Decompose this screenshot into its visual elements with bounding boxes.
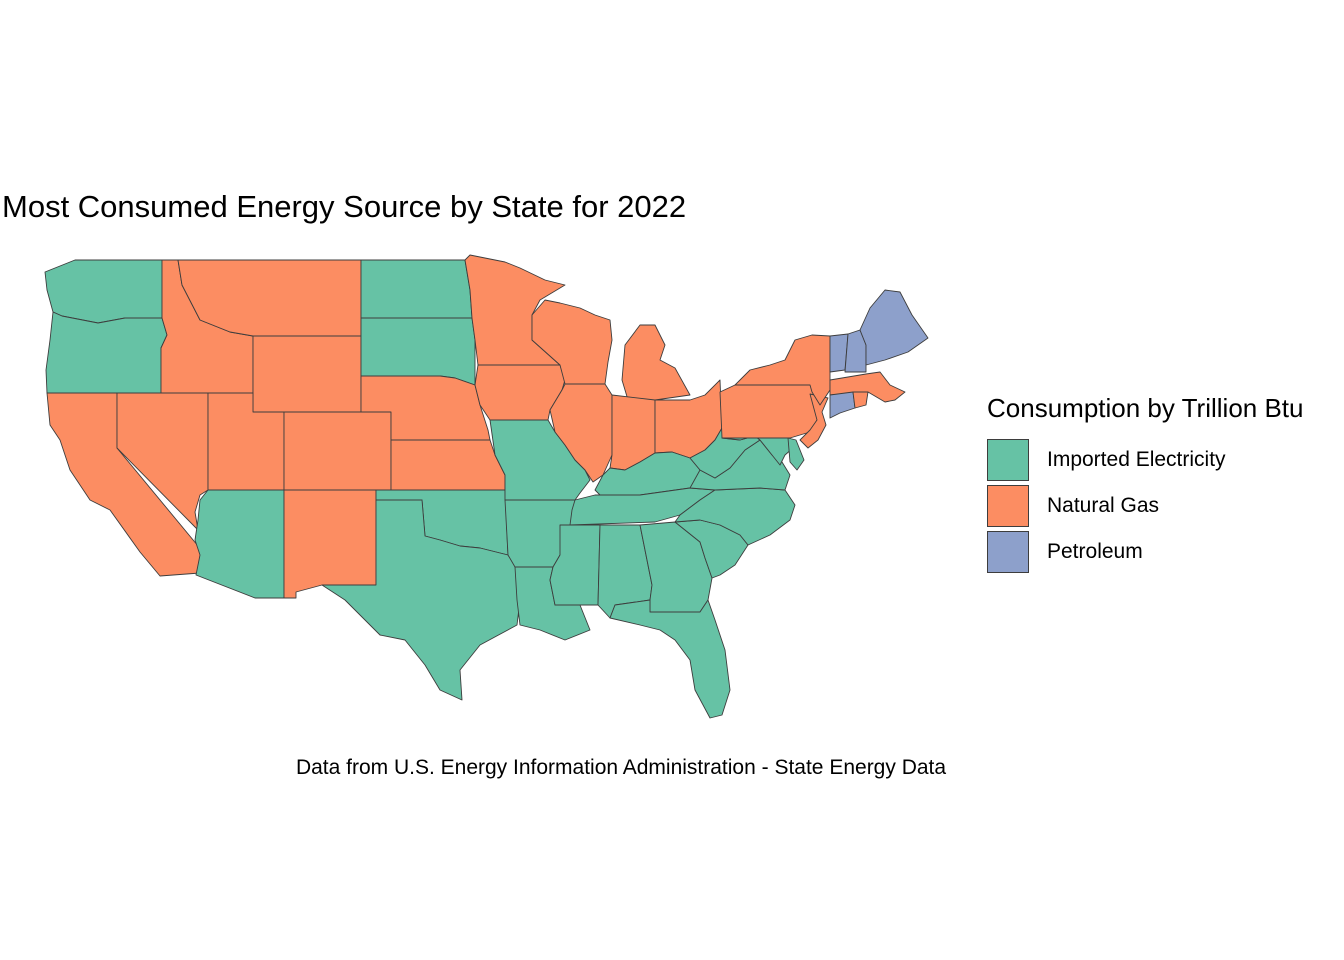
legend-title: Consumption by Trillion Btu [987,393,1304,423]
state-me [859,289,929,366]
state-nm [283,489,377,599]
state-or [45,311,168,394]
legend-label-petroleum: Petroleum [1047,540,1143,563]
legend-swatch-imported-electricity [987,439,1029,481]
state-ri [852,391,869,409]
state-ct [829,391,856,419]
state-wa [44,259,163,324]
state-pa [719,384,819,439]
state-fl [609,599,731,719]
state-wy [252,335,362,413]
state-az [194,489,285,599]
map-caption: Data from U.S. Energy Information Admini… [295,756,947,779]
state-mi [621,324,691,401]
state-wi [531,299,613,385]
state-de [787,437,805,471]
legend-label-natural-gas: Natural Gas [1047,494,1160,517]
state-sd [360,317,476,386]
state-nd [360,259,473,319]
legend-item-petroleum: Petroleum [987,529,1344,575]
state-co [283,411,392,491]
state-nj [799,393,829,449]
state-tx [321,499,521,701]
map-title: Most Consumed Energy Source by State for… [2,189,687,224]
legend-item-natural-gas: Natural Gas [987,483,1344,529]
legend-item-imported-electricity: Imported Electricity [987,437,1344,483]
state-ne [360,375,491,441]
legend-label-imported-electricity: Imported Electricity [1047,448,1226,471]
legend-swatch-petroleum [987,531,1029,573]
legend-swatch-natural-gas [987,485,1029,527]
state-ks [390,439,506,491]
legend: Consumption by Trillion Btu Imported Ele… [987,395,1344,575]
